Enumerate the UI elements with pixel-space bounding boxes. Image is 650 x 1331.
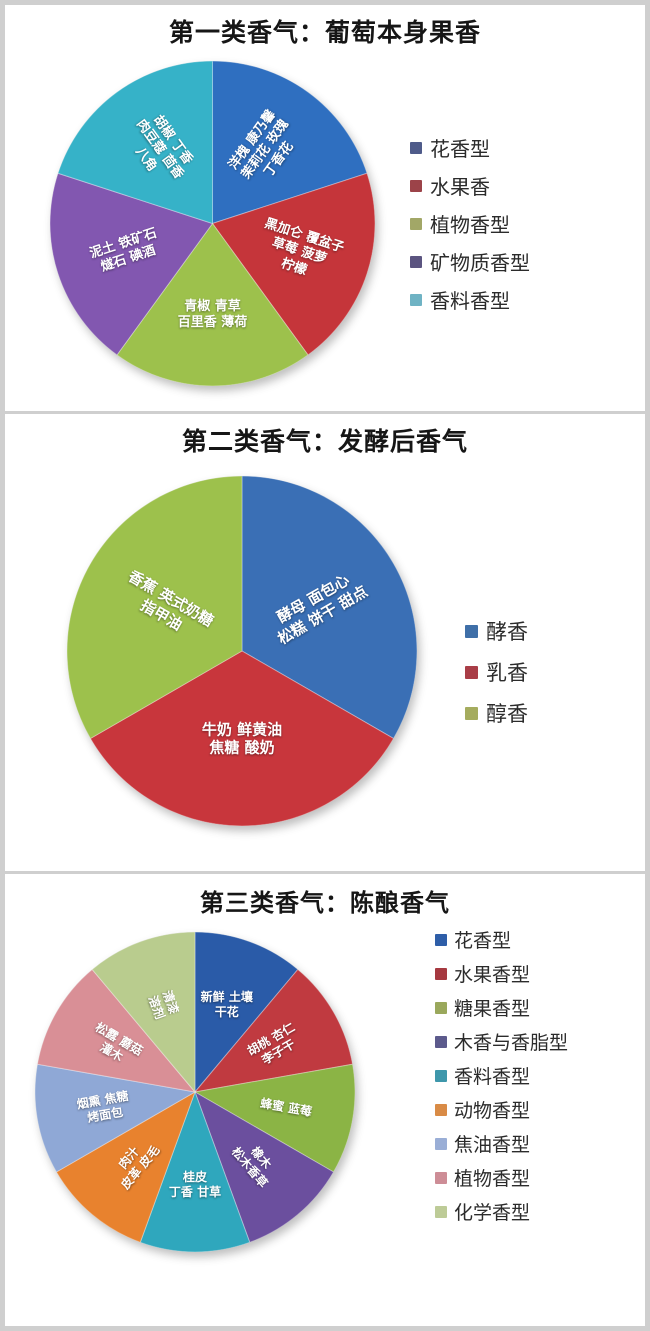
legend-item: 水果香 (410, 171, 530, 200)
pie-slice (57, 61, 213, 225)
pie-slice (35, 1063, 197, 1173)
legend-item: 植物香型 (435, 1164, 568, 1191)
legend-item-label: 醇香 (486, 702, 528, 726)
pie-slice (211, 172, 375, 356)
pie-slice (139, 1090, 251, 1252)
legend-item: 动物香型 (435, 1096, 568, 1123)
legend-item: 酵香 (465, 616, 528, 646)
pie-chart-3: 新鲜 土壤 干花 胡桃 杏仁 李子干 蜂蜜 蓝莓 橡木 松木香草 桂皮 丁香 甘草 肉汁 皮革 皮毛… (5, 918, 425, 1308)
pie-slice (116, 222, 309, 386)
legend-swatch-icon (435, 1171, 447, 1184)
pie-slice (50, 172, 214, 356)
legend-item: 水果香型 (435, 960, 568, 987)
pie-slice (89, 650, 395, 826)
legend-item: 花香型 (410, 133, 530, 162)
page-title-2: 第二类香气：发酵后香气 (181, 427, 468, 456)
legend-swatch-icon (410, 255, 422, 268)
legend-item-label: 植物香型 (454, 1168, 531, 1190)
legend-item: 乳香 (465, 657, 528, 687)
chart-panel-3: 第三类香气：陈酿香气 新鲜 土壤 干花 胡桃 杏仁 李子干 蜂蜜 蓝莓 橡木 松木香草 桂皮丁… (0, 874, 650, 1331)
legend-item: 木香与香脂型 (435, 1028, 568, 1055)
legend-item-label: 木香与香脂型 (454, 1032, 569, 1054)
legend-3: 花香型水果香型糖果香型木香与香脂型 香料香型动物香型焦油香型植物香型化学香型 (435, 920, 568, 1232)
legend-swatch-icon (435, 933, 447, 946)
pie-chart-1: 洋槐 康乃馨 茉莉花 玫瑰 丁香花 黑加仑 覆盆子 草莓 菠萝 柠檬 青椒 青草 百里香 薄荷… (5, 49, 435, 389)
legend-item: 焦油香型 (435, 1130, 568, 1157)
pie-disc-1: 洋槐 康乃馨 茉莉花 玫瑰 丁香花 黑加仑 覆盆子 草莓 菠萝 柠檬 青椒 青草 百里香 薄荷… (50, 61, 375, 386)
pie-chart-2: 酵母 面包心 松糕 饼干 甜点 牛奶 鲜黄油 焦糖 酸奶 香蕉 英式奶糖 指甲油 (5, 458, 475, 848)
legend-item-label: 植物香型 (430, 213, 510, 237)
legend-item: 化学香型 (435, 1198, 568, 1225)
legend-item-label: 糖果香型 (454, 998, 531, 1020)
legend-1: 花香型水果香植物香型矿物质香型香料香型 (410, 127, 530, 323)
legend-swatch-icon (410, 217, 422, 230)
legend-item: 花香型 (435, 926, 568, 953)
legend-item-label: 焦油香型 (454, 1134, 531, 1156)
legend-item-label: 花香型 (454, 930, 512, 952)
legend-item-label: 水果香 (430, 175, 490, 199)
chart-panel-1: 第一类香气：葡萄本身果香 洋槐 康乃馨 茉莉花 玫瑰 丁香花 黑加仑 覆盆子 草莓 菠萝… (0, 0, 650, 414)
legend-swatch-icon (410, 293, 422, 306)
legend-swatch-icon (435, 1069, 447, 1082)
pie-slice (36, 968, 197, 1093)
legend-item-label: 乳香 (486, 661, 528, 685)
legend-swatch-icon (410, 179, 422, 192)
pie-slice (212, 61, 368, 225)
legend-swatch-icon (465, 706, 478, 720)
page-title-1: 第一类香气：葡萄本身果香 (168, 18, 481, 47)
legend-item: 矿物质香型 (410, 247, 530, 276)
pie-slice (67, 476, 243, 740)
legend-swatch-icon (465, 624, 478, 638)
legend-swatch-icon (465, 665, 478, 679)
legend-item-label: 化学香型 (454, 1202, 531, 1224)
pie-slice (55, 1090, 196, 1243)
legend-item-label: 花香型 (430, 137, 490, 161)
legend-swatch-icon (435, 1103, 447, 1116)
legend-item-label: 水果香型 (454, 964, 531, 986)
legend-item: 醇香 (465, 698, 528, 728)
legend-swatch-icon (435, 1205, 447, 1218)
legend-item: 糖果香型 (435, 994, 568, 1021)
legend-swatch-icon (435, 1137, 447, 1150)
pie-slice (194, 1090, 335, 1243)
legend-swatch-icon (435, 1035, 447, 1048)
pie-slice (241, 476, 417, 740)
chart-panel-2: 第二类香气：发酵后香气 酵母 面包心 松糕 饼干 甜点 牛奶 鲜黄油 焦糖 酸奶 香蕉 … (0, 414, 650, 874)
legend-2: 酵香 乳香 醇香 (465, 610, 528, 739)
legend-item: 香料香型 (410, 285, 530, 314)
legend-item: 植物香型 (410, 209, 530, 238)
legend-item: 香料香型 (435, 1062, 568, 1089)
legend-item-label: 香料香型 (430, 289, 510, 313)
legend-item-label: 矿物质香型 (430, 251, 530, 275)
pie-disc-3: 新鲜 土壤 干花 胡桃 杏仁 李子干 蜂蜜 蓝莓 橡木 松木香草 桂皮 丁香 甘草 肉汁 皮革 皮毛… (35, 932, 355, 1252)
legend-swatch-icon (410, 141, 422, 154)
pie-slice (91, 932, 196, 1094)
pie-disc-2: 酵母 面包心 松糕 饼干 甜点 牛奶 鲜黄油 焦糖 酸奶 香蕉 英式奶糖 指甲油 (67, 476, 417, 826)
pie-slice (193, 1063, 355, 1173)
page-title-3: 第三类香气：陈酿香气 (200, 889, 450, 917)
legend-item-label: 香料香型 (454, 1066, 531, 1088)
legend-item-label: 动物香型 (454, 1100, 531, 1122)
legend-swatch-icon (435, 1001, 447, 1014)
pie-slice (193, 968, 354, 1093)
legend-swatch-icon (435, 967, 447, 980)
pie-slice (194, 932, 299, 1094)
legend-item-label: 酵香 (486, 620, 528, 644)
